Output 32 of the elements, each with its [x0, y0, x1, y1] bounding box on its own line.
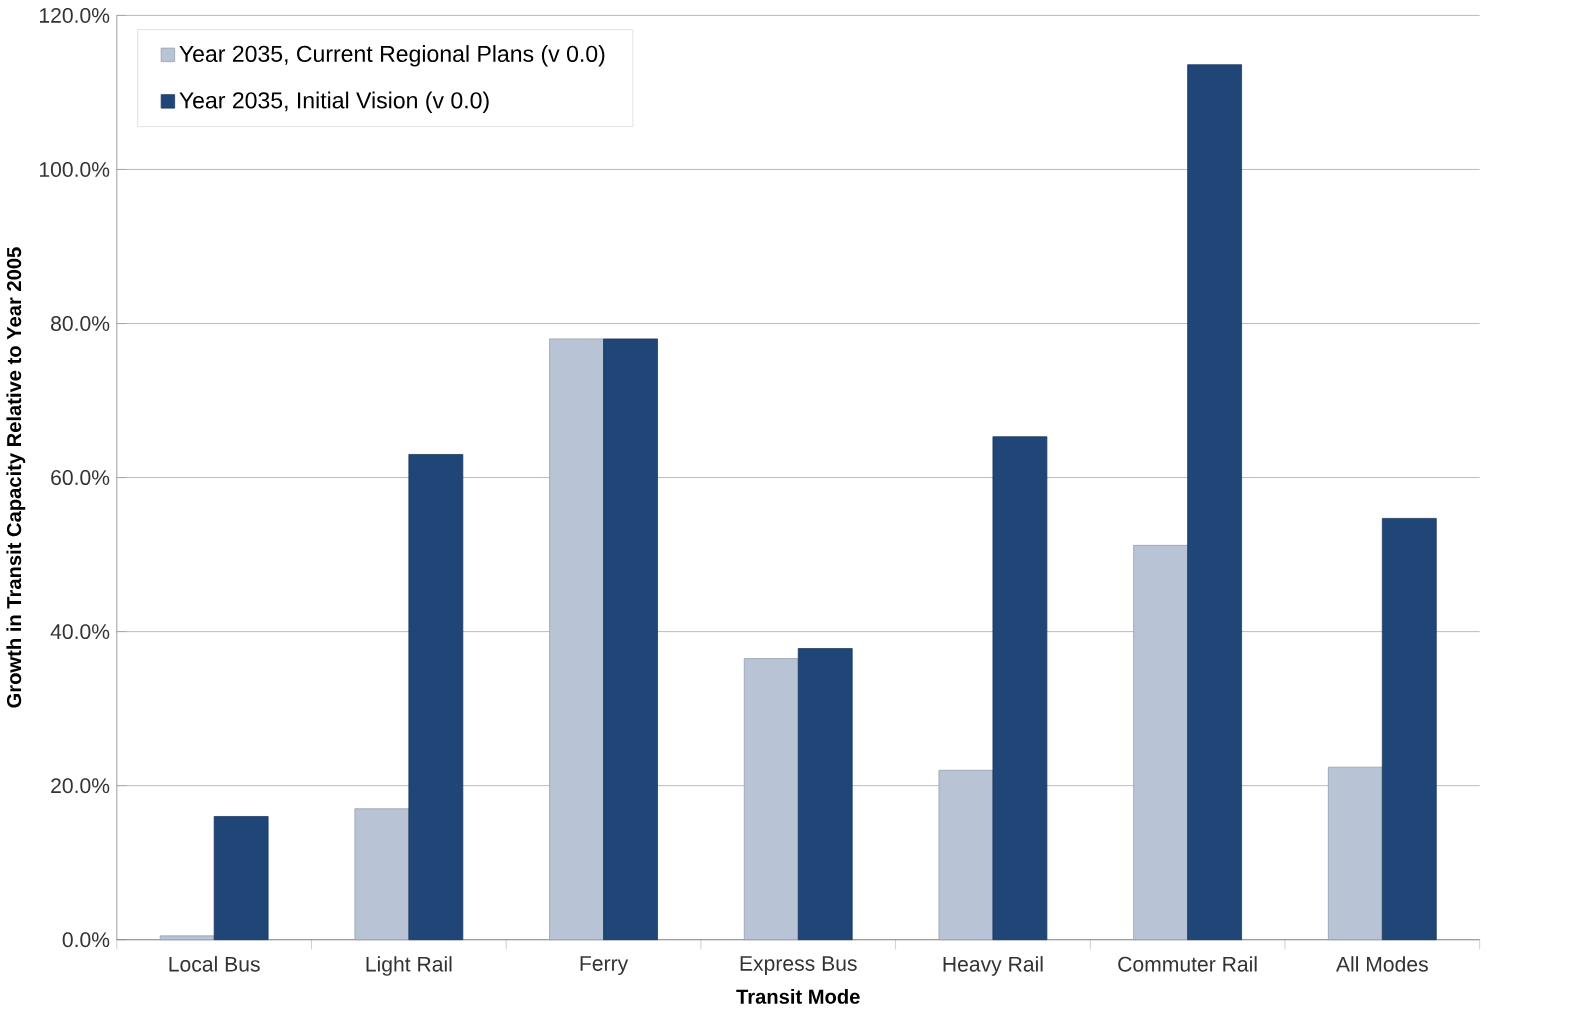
y-tick-label: 80.0% [51, 315, 110, 331]
y-tick-label: 60.0% [51, 470, 110, 485]
x-tick-label: Heavy Rail [943, 956, 1043, 976]
bar [408, 453, 464, 941]
x-tick-label: Commuter Rail [1118, 956, 1257, 972]
bar [159, 935, 215, 941]
y-tick-label: 100.0% [39, 161, 110, 177]
bar [1327, 766, 1383, 941]
y-tick-label: 120.0% [39, 7, 110, 23]
y-tick-label: 0.0% [62, 932, 110, 948]
legend-label: Year 2035, Initial Vision (v 0.0) [179, 91, 489, 113]
bar [213, 816, 269, 941]
y-tick-label: 20.0% [51, 778, 110, 794]
x-tick-label: Local Bus [169, 956, 260, 972]
y-axis-title: Growth in Transit Capacity Relative to Year 2005 [6, 247, 26, 708]
x-axis-title: Transit Mode [736, 988, 860, 1004]
bar [1133, 544, 1189, 941]
bar [797, 648, 853, 941]
bar [992, 436, 1048, 941]
bar [603, 338, 658, 941]
x-tick-label: Express Bus [740, 956, 857, 975]
x-tick-label: Ferry [580, 956, 629, 975]
bar [1187, 64, 1242, 941]
bar [354, 808, 410, 941]
y-tick-label: 40.0% [50, 624, 110, 640]
legend-label: Year 2035, Current Regional Plans (v 0.0) [179, 45, 605, 67]
bar [549, 338, 604, 941]
bar [938, 769, 994, 941]
x-tick-label: All Modes [1335, 956, 1428, 972]
bar [1381, 517, 1437, 941]
bar [743, 658, 799, 941]
x-tick-label: Light Rail [366, 956, 452, 976]
